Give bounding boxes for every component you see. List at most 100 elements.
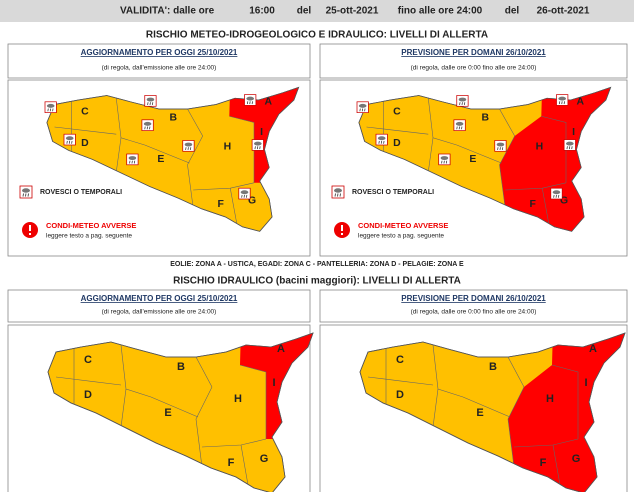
zone-border — [55, 376, 122, 386]
del: del — [505, 6, 520, 17]
panel-heading: AGGIORNAMENTO PER OGGI 25/10/2021 — [81, 294, 238, 303]
icon-cloud — [184, 142, 193, 147]
zone-border — [150, 396, 199, 418]
icon-rain — [566, 146, 573, 150]
panel-header — [7, 43, 311, 79]
section-title: RISCHIO IDRAULICO (bacini maggiori): LIV… — [173, 276, 461, 287]
island-outline — [359, 332, 626, 492]
zone-label: F — [530, 199, 536, 210]
zone-border — [551, 364, 579, 439]
zone-label: A — [264, 97, 272, 108]
zone-label: E — [476, 407, 483, 419]
icon-rain — [22, 193, 29, 197]
until: fino alle ore 24:00 — [398, 6, 483, 17]
zone-border — [367, 376, 434, 386]
zone-label: C — [84, 354, 92, 366]
icon-cloud — [377, 136, 386, 141]
panel-header — [319, 43, 628, 79]
legend-adverse: CONDI-METEO AVVERSE — [358, 221, 448, 230]
icon-rain — [359, 108, 366, 112]
zone-label: B — [169, 113, 177, 124]
icon-cloud — [440, 156, 449, 161]
rain-icon — [182, 140, 195, 152]
zone-label: I — [260, 127, 263, 138]
icon-cloud — [65, 136, 74, 141]
rain-icon — [244, 94, 257, 106]
zone-border — [144, 144, 190, 164]
icon-rain — [441, 160, 448, 164]
icon-rain — [47, 108, 54, 112]
zone-label: G — [560, 196, 568, 207]
island-outline — [46, 86, 300, 232]
zone-border — [499, 135, 515, 209]
icon-rain — [241, 194, 248, 198]
icon-cloud — [22, 188, 30, 193]
del: del — [297, 6, 312, 17]
island-outline — [47, 332, 314, 492]
zone-border — [239, 364, 267, 439]
rain-icon — [126, 153, 139, 166]
footnote: EOLIE: ZONA A - USTICA, EGADI: ZONA C - … — [170, 261, 464, 268]
start-time: 16:00 — [249, 6, 275, 17]
zone-label: C — [393, 107, 401, 118]
rain-icon — [19, 185, 33, 199]
legend-adverse: CONDI-METEO AVVERSE — [46, 221, 136, 230]
zone-label: F — [228, 457, 235, 469]
zone-label: I — [272, 377, 275, 389]
zone-border — [193, 182, 255, 191]
rain-icon — [550, 187, 563, 200]
zone-border — [505, 182, 567, 191]
start-date: 25-ott-2021 — [326, 6, 379, 17]
zone-label: B — [481, 113, 489, 124]
zone-label: A — [589, 343, 597, 355]
zone-label: A — [576, 97, 584, 108]
icon-cloud — [128, 156, 137, 161]
icon-cloud — [552, 190, 561, 195]
zone-label: I — [584, 377, 587, 389]
zone-border — [229, 115, 255, 183]
zone-label: H — [546, 393, 554, 405]
rain-icon — [356, 101, 369, 113]
zone-border — [54, 126, 117, 135]
zone-label: E — [157, 154, 164, 165]
panel-header — [319, 289, 628, 323]
panel-note: (di regola, dall'emissione alle ore 24:0… — [102, 65, 217, 72]
legend-note: leggere testo a pag. seguente — [358, 233, 444, 240]
icon-rain — [246, 101, 253, 105]
icon-cloud — [146, 97, 155, 102]
zone-border — [195, 356, 213, 388]
rain-icon — [141, 119, 154, 131]
icon-cloud — [496, 142, 505, 147]
zone-border — [115, 137, 122, 173]
icon-rain — [334, 193, 341, 197]
panel-header — [7, 289, 311, 323]
zone-border — [187, 108, 203, 137]
zone-border — [456, 144, 502, 164]
icon-cloud — [240, 190, 249, 195]
panel-heading: PREVISIONE PER DOMANI 26/10/2021 — [401, 48, 546, 57]
zone-label: H — [536, 142, 544, 153]
zone-label: G — [572, 453, 581, 465]
zone-border — [432, 388, 439, 428]
zone-label: F — [218, 199, 224, 210]
zone-label: D — [81, 138, 89, 149]
icon-rain — [378, 140, 385, 144]
panel-note: (di regola, dalle ore 0:00 fino alle ore… — [411, 309, 537, 316]
island-outline — [358, 86, 612, 232]
rain-icon — [238, 187, 251, 200]
zone-label: B — [177, 361, 185, 373]
icon-cloud — [246, 96, 255, 101]
zone-label: C — [81, 107, 89, 118]
rain-icon — [456, 95, 469, 107]
zone-border — [552, 444, 561, 486]
zone-label: I — [572, 127, 575, 138]
icon-cloud — [254, 141, 262, 146]
zone-label: C — [396, 354, 404, 366]
zone-border — [541, 188, 550, 225]
rain-icon — [494, 140, 507, 152]
zone-border — [541, 115, 567, 183]
icon-cloud — [458, 97, 467, 102]
rain-icon — [556, 94, 569, 106]
alert-mark — [341, 225, 343, 231]
